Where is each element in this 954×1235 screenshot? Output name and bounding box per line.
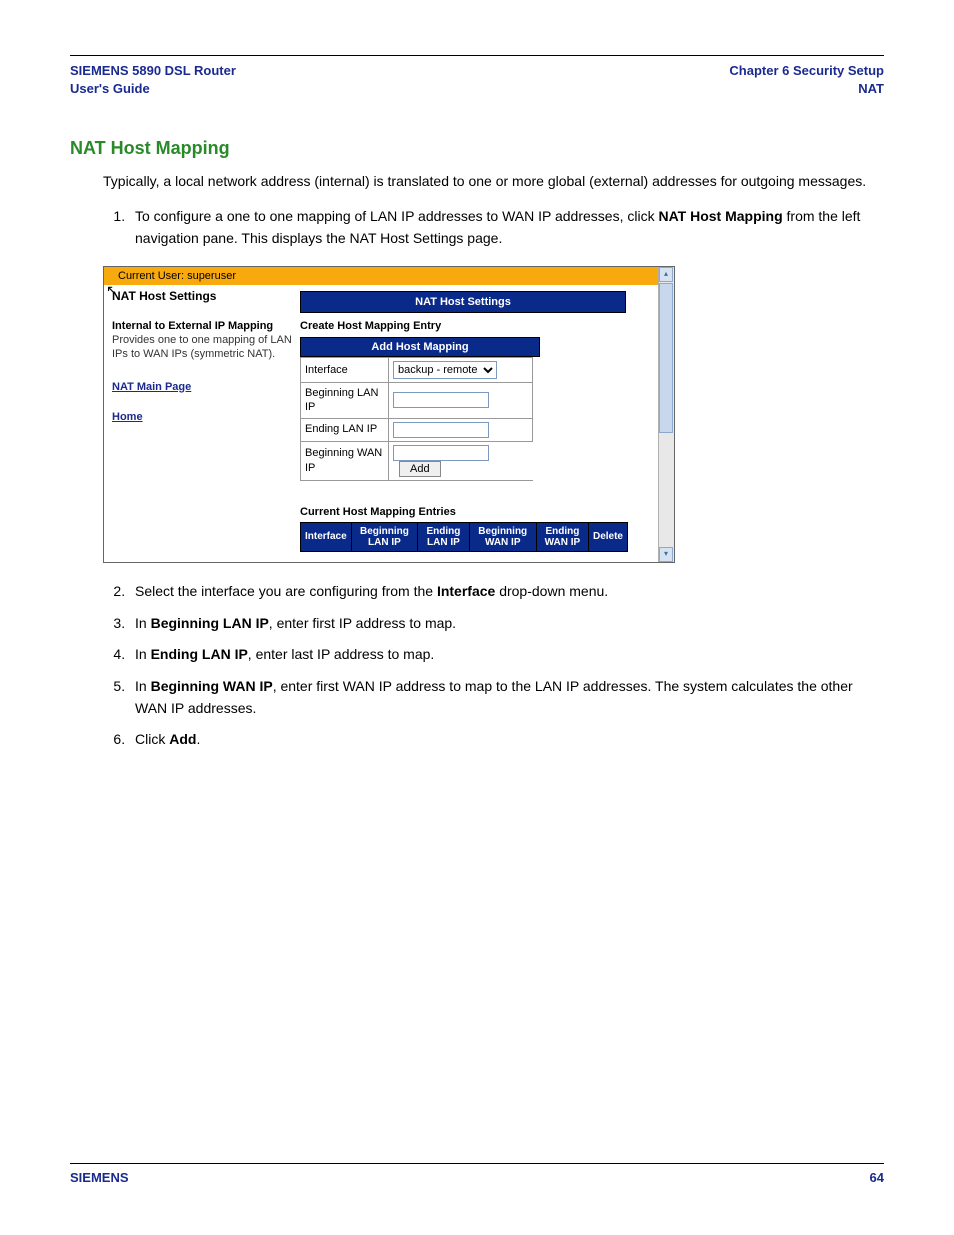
footer-brand: SIEMENS [70, 1170, 129, 1185]
step-1: To configure a one to one mapping of LAN… [129, 206, 884, 249]
begin-lan-input[interactable] [393, 392, 489, 408]
step-2: Select the interface you are configuring… [129, 581, 884, 603]
col-interface: Interface [301, 522, 352, 551]
begin-wan-label: Beginning WAN IP [301, 441, 389, 480]
footer-page-number: 64 [870, 1170, 884, 1185]
home-link[interactable]: Home [112, 410, 292, 424]
nat-host-settings-header: NAT Host Settings [300, 291, 626, 313]
header-right-line2: NAT [729, 80, 884, 98]
header-right-line1: Chapter 6 Security Setup [729, 62, 884, 80]
col-begin-wan: Beginning WAN IP [469, 522, 536, 551]
create-entry-title: Create Host Mapping Entry [300, 319, 668, 333]
col-end-lan: Ending LAN IP [418, 522, 469, 551]
page-header: SIEMENS 5890 DSL Router User's Guide Cha… [70, 62, 884, 98]
scrollbar[interactable]: ▴ ▾ [658, 267, 674, 562]
intro-paragraph: Typically, a local network address (inte… [103, 171, 884, 192]
begin-lan-label: Beginning LAN IP [301, 382, 389, 418]
shot-page-title: NAT Host Settings [112, 289, 292, 305]
step-4: In Ending LAN IP, enter last IP address … [129, 644, 884, 666]
scroll-down-icon[interactable]: ▾ [659, 547, 673, 562]
header-left-line2: User's Guide [70, 80, 236, 98]
section-title: NAT Host Mapping [70, 138, 884, 159]
current-user-bar: Current User: superuser [104, 267, 674, 285]
embedded-screenshot: ↖ Current User: superuser NAT Host Setti… [103, 266, 675, 563]
add-button[interactable]: Add [399, 461, 441, 477]
current-entries-title: Current Host Mapping Entries [300, 505, 668, 519]
interface-label: Interface [301, 357, 389, 382]
end-lan-label: Ending LAN IP [301, 418, 389, 441]
scroll-thumb[interactable] [659, 283, 673, 433]
left-desc-title: Internal to External IP Mapping [112, 319, 292, 333]
step-3: In Beginning LAN IP, enter first IP addr… [129, 613, 884, 635]
begin-wan-input[interactable] [393, 445, 489, 461]
step-5: In Beginning WAN IP, enter first WAN IP … [129, 676, 884, 719]
interface-select[interactable]: backup - remote [393, 361, 497, 379]
end-lan-input[interactable] [393, 422, 489, 438]
add-host-mapping-header: Add Host Mapping [300, 337, 540, 357]
col-begin-lan: Beginning LAN IP [351, 522, 417, 551]
col-delete: Delete [588, 522, 627, 551]
step-6: Click Add. [129, 729, 884, 751]
nat-main-page-link[interactable]: NAT Main Page [112, 380, 292, 394]
col-end-wan: Ending WAN IP [536, 522, 588, 551]
header-left-line1: SIEMENS 5890 DSL Router [70, 62, 236, 80]
left-desc-text: Provides one to one mapping of LAN IPs t… [112, 333, 292, 362]
entries-table: Interface Beginning LAN IP Ending LAN IP… [300, 522, 628, 552]
scroll-up-icon[interactable]: ▴ [659, 267, 673, 282]
